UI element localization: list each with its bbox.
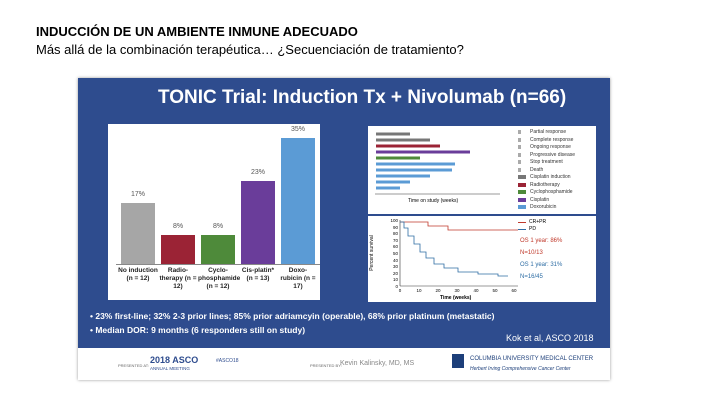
bar (121, 202, 155, 264)
legend-swatch (518, 222, 526, 223)
swim-legend: Partial response Complete response Ongoing… (518, 129, 596, 213)
y-tick-label: 70 (392, 237, 398, 243)
annotation: N=16/45 (520, 274, 543, 280)
value-label: 17% (130, 190, 145, 198)
legend-swatch (518, 137, 521, 142)
survival-labels: 100 90 80 70 60 50 40 30 20 10 0 0 10 20 30 40 50 60 Perce… (368, 216, 596, 302)
logo (452, 354, 464, 368)
km-curve (400, 221, 518, 231)
presented-at: PRESENTED AT: (118, 363, 149, 368)
y-tick-label: 80 (392, 231, 398, 237)
bar-panel: 17% No induction (n = 12) 8% Radio-therapy … (108, 124, 320, 300)
page-subtitle: Más allá de la combinación terapéutica… … (36, 42, 464, 57)
y-tick-label: 90 (392, 224, 398, 230)
bar (241, 181, 275, 264)
y-tick-label: 60 (392, 244, 398, 250)
annotation: OS 1 year: 31% (520, 262, 563, 268)
legend-swatch (518, 190, 526, 194)
legend-label: CR+PR (529, 219, 547, 225)
legend-label: Complete response (530, 136, 574, 143)
category-label: Radio-therapy (n = 12) (159, 267, 197, 290)
value-label: 8% (172, 223, 184, 231)
annotation: N=10/13 (520, 250, 543, 256)
x-axis-label: Time (weeks) (440, 295, 472, 301)
y-tick-label: 30 (392, 264, 398, 270)
institution-sub: Herbert Irving Comprehensive Cancer Cent… (470, 366, 571, 372)
legend-swatch (518, 229, 526, 230)
value-label: 35% (290, 126, 305, 133)
y-tick-label: 20 (392, 270, 398, 276)
bar (281, 138, 315, 264)
category-label: Cyclo-phosphamide (n = 12) (198, 267, 241, 290)
y-axis-label: Percent survival (368, 235, 375, 271)
legend-label: Cyclophosphamide (530, 189, 573, 195)
x-tick-label: 60 (511, 288, 517, 293)
legend-swatch (518, 160, 521, 164)
legend-label: Cisplatin (530, 196, 550, 203)
x-tick-label: 50 (492, 288, 498, 293)
presenter: Kevin Kalinsky, MD, MS (340, 360, 415, 367)
x-tick-label: 30 (454, 288, 460, 293)
slide: TONIC Trial: Induction Tx + Nivolumab (n… (78, 78, 610, 380)
category-label: Doxo-rubicin (n = 17) (280, 267, 316, 290)
institution: COLUMBIA UNIVERSITY MEDICAL CENTER (470, 356, 594, 362)
x-tick-label: 20 (435, 288, 441, 293)
bullet-text: Median DOR: 9 months (6 responders still… (95, 325, 306, 335)
baseline (116, 264, 320, 265)
x-tick-label: 40 (473, 288, 479, 293)
survival-panel: 100 90 80 70 60 50 40 30 20 10 0 0 10 20 30 40 50 60 Perce… (368, 216, 596, 302)
value-label: 8% (212, 223, 224, 231)
legend-label: PD (529, 226, 536, 232)
category-label: Cis-platin* (n = 13) (241, 267, 275, 282)
legend-label: Radiotherapy (530, 181, 560, 188)
legend-label: Doxorubicin (530, 204, 557, 210)
legend-swatch (518, 205, 526, 209)
km-curve (400, 221, 508, 277)
legend-swatch (518, 182, 526, 187)
hashtag: #ASCO18 (216, 358, 239, 364)
value-label: 23% (250, 169, 265, 177)
slide-title: TONIC Trial: Induction Tx + Nivolumab (n… (158, 87, 567, 108)
title-band (78, 78, 610, 118)
swimmer-panel: Time on study (weeks) Partial response Co… (368, 126, 596, 214)
legend-swatch (518, 167, 521, 172)
legend-label: Progressive disease (530, 151, 576, 158)
meeting: 2018 ASCO (150, 355, 199, 365)
citation: Kok et al, ASCO 2018 (506, 333, 594, 343)
legend-swatch (518, 175, 526, 179)
bullet-text: 23% first-line; 32% 2-3 prior lines; 85%… (95, 311, 495, 321)
bar (201, 235, 235, 264)
legend-label: Stop treatment (530, 159, 563, 165)
page-title: INDUCCIÓN DE UN AMBIENTE INMUNE ADECUADO (36, 24, 358, 39)
bar (161, 235, 195, 264)
legend-label: Death (530, 166, 544, 173)
swimmer-plot (375, 132, 500, 195)
survival-plot (399, 220, 518, 287)
y-tick-label: 50 (392, 251, 398, 256)
y-tick-label: 0 (395, 284, 398, 289)
swim-axis-label: Time on study (weeks) (408, 198, 459, 204)
bullet: • 23% first-line; 32% 2-3 prior lines; 8… (90, 311, 495, 321)
legend-label: Ongoing response (530, 144, 571, 150)
legend-swatch (518, 145, 521, 149)
legend-swatch (518, 130, 521, 134)
y-tick-label: 40 (392, 257, 398, 263)
x-tick-label: 0 (398, 288, 402, 293)
legend-label: Cisplatin induction (530, 174, 571, 180)
bullet: • Median DOR: 9 months (6 responders sti… (90, 325, 306, 335)
y-tick-label: 100 (390, 218, 398, 223)
legend-label: Partial response (530, 129, 567, 135)
category-label: No induction (n = 12) (118, 267, 158, 282)
x-tick-label: 10 (416, 288, 422, 293)
bullets: • 23% first-line; 32% 2-3 prior lines; 8… (90, 311, 605, 345)
annotation: OS 1 year: 86% (520, 238, 563, 244)
presented-by: PRESENTED BY: (310, 363, 342, 368)
y-tick-label: 10 (392, 277, 398, 283)
meeting-sub: ANNUAL MEETING (150, 366, 190, 371)
legend-swatch (518, 152, 521, 157)
legend-swatch (518, 197, 526, 202)
